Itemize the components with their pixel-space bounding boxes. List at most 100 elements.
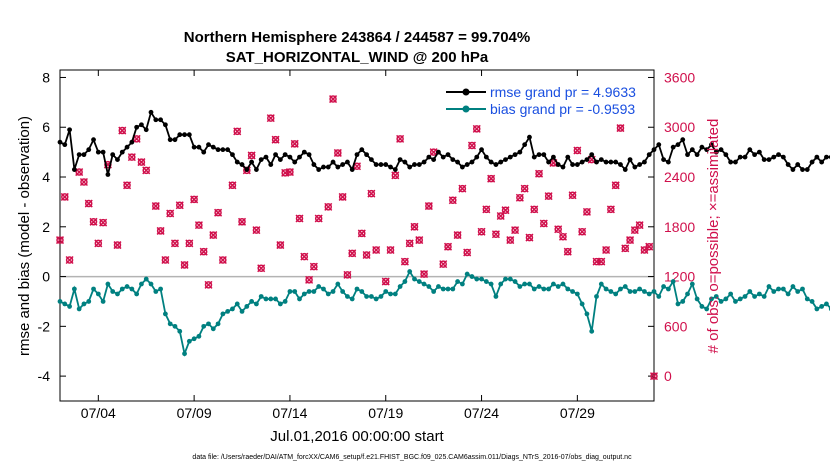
rmse-point: [62, 142, 68, 148]
rmse-point: [330, 159, 336, 165]
bias-point: [210, 326, 216, 332]
bias-point: [656, 294, 662, 299]
legend-rmse-marker: [462, 88, 470, 96]
bias-point: [426, 284, 432, 289]
rmse-point: [694, 152, 700, 158]
bias-point: [795, 289, 801, 294]
rmse-point: [407, 164, 413, 170]
rmse-point: [186, 132, 192, 138]
bias-point: [143, 276, 149, 282]
bias-point: [196, 333, 202, 339]
rmse-point: [91, 137, 96, 143]
rmse-point: [507, 154, 513, 160]
rmse-point: [804, 167, 810, 172]
rmse-point: [325, 164, 331, 170]
bias-point: [316, 284, 322, 289]
bias-point: [622, 284, 628, 289]
y-right-tick-label: 600: [664, 318, 688, 334]
bias-point: [335, 281, 341, 287]
bias-point: [158, 286, 163, 292]
obs-count-marker: [338, 192, 347, 201]
obs-count-marker: [343, 270, 352, 279]
obs-count-marker: [511, 226, 520, 235]
obs-count-marker: [501, 206, 510, 215]
bias-series: [57, 269, 830, 357]
obs-count-marker: [621, 244, 630, 253]
bias-point: [301, 291, 307, 297]
rmse-point: [254, 167, 259, 172]
obs-count-marker: [324, 202, 333, 211]
rmse-point: [134, 124, 140, 130]
obs-count-marker: [348, 249, 357, 258]
y-left-tick-label: -4: [38, 368, 51, 384]
rmse-point: [455, 159, 460, 165]
bias-point: [110, 289, 116, 294]
bias-point: [100, 299, 106, 304]
bias-point: [642, 289, 647, 294]
bias-point: [129, 286, 135, 292]
bias-point: [153, 289, 159, 294]
bias-point: [368, 294, 374, 299]
legend-bias-label: bias grand pr = -0.9593: [490, 101, 635, 117]
rmse-point: [474, 154, 480, 160]
bias-point: [804, 296, 810, 302]
rmse-point: [100, 149, 106, 155]
rmse-point: [292, 159, 298, 165]
rmse-point: [483, 154, 489, 160]
bias-point: [488, 281, 494, 287]
bias-point: [531, 286, 537, 292]
bias-point: [752, 294, 757, 299]
x-tick-label: 07/19: [368, 405, 403, 421]
rmse-point: [594, 159, 599, 165]
obs-count-marker: [372, 245, 381, 255]
rmse-point: [234, 159, 240, 165]
rmse-point: [306, 152, 312, 158]
obs-count-marker: [305, 275, 314, 284]
obs-count-marker: [439, 260, 448, 269]
rmse-point: [790, 167, 796, 172]
rmse-point: [119, 149, 125, 155]
bias-point: [201, 323, 207, 329]
rmse-point: [230, 152, 235, 158]
bias-point: [134, 291, 140, 297]
rmse-point: [416, 162, 422, 167]
obs-count-marker: [79, 177, 88, 187]
bias-point: [603, 286, 609, 292]
obs-count-marker: [539, 219, 548, 228]
bias-point: [800, 286, 805, 292]
obs-count-marker: [151, 202, 160, 211]
bias-point: [718, 299, 724, 304]
bias-point: [522, 281, 528, 287]
bias-point: [541, 286, 547, 292]
bias-point: [292, 289, 298, 294]
rmse-point: [268, 162, 274, 167]
obs-count-marker: [491, 230, 500, 239]
obs-count-marker: [453, 231, 462, 240]
bias-point: [407, 269, 413, 274]
rmse-point: [570, 162, 575, 167]
bias-point: [359, 289, 365, 294]
y-left-tick-label: 8: [42, 69, 50, 85]
rmse-point: [359, 147, 365, 153]
rmse-point: [670, 144, 676, 150]
rmse-point: [364, 152, 369, 158]
rmse-point: [162, 122, 168, 128]
obs-count-marker: [649, 372, 659, 381]
bias-point: [737, 296, 743, 302]
rmse-point: [546, 159, 552, 165]
bias-point: [71, 286, 77, 292]
obs-count-marker: [606, 205, 615, 214]
bias-point: [570, 289, 575, 294]
obs-count-marker: [530, 205, 539, 214]
obs-count-series: [55, 95, 659, 381]
obs-count-marker: [367, 189, 376, 198]
rmse-point: [349, 167, 355, 172]
legend-rmse-label: rmse grand pr = 4.9633: [490, 84, 636, 100]
rmse-point: [656, 142, 662, 148]
bias-point: [776, 286, 781, 292]
bias-point: [306, 289, 312, 294]
rmse-point: [761, 157, 767, 162]
obs-count-marker: [506, 236, 515, 245]
bias-point: [349, 296, 355, 302]
